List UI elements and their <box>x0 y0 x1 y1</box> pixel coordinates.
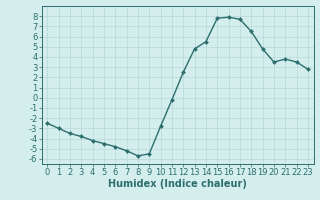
X-axis label: Humidex (Indice chaleur): Humidex (Indice chaleur) <box>108 179 247 189</box>
